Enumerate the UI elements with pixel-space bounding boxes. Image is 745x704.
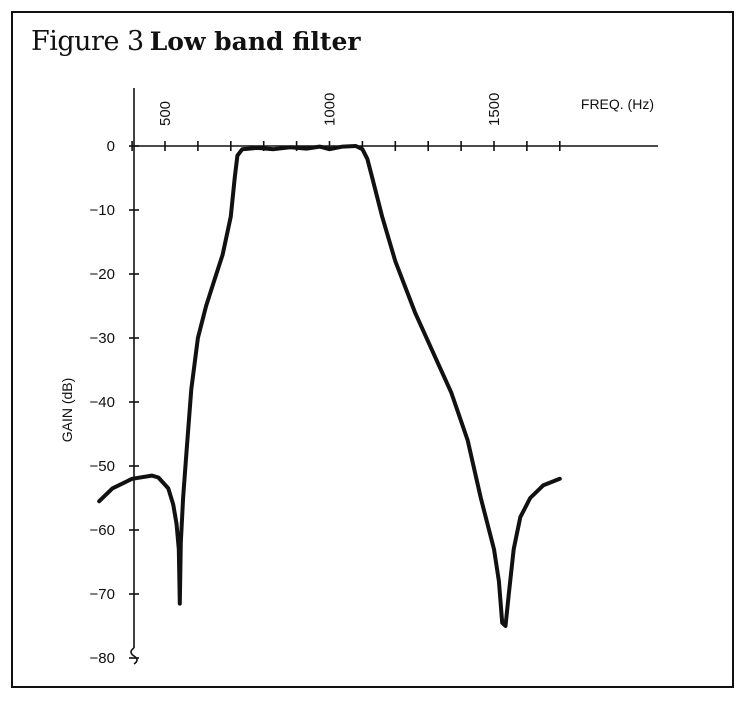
figure-frame [11, 11, 734, 688]
y-tick-label: −10 [90, 202, 115, 219]
ticks [129, 141, 561, 659]
y-tick-label: 0 [107, 138, 115, 155]
x-tick-label: 500 [157, 101, 174, 126]
x-axis-label: FREQ. (Hz) [581, 96, 654, 112]
y-tick-label: −80 [90, 650, 115, 667]
y-tick-label: −70 [90, 586, 115, 603]
y-axis-break [130, 647, 138, 665]
y-tick-label: −40 [90, 394, 115, 411]
figure-title: Figure 3 Low band filter [31, 26, 361, 57]
axes [130, 88, 658, 665]
x-tick-label: 1000 [322, 93, 339, 126]
tick-labels: 500 1000 1500 0 −10 −20 −30 −40 −50 −60 −70 −80 [90, 93, 503, 667]
y-tick-label: −30 [90, 330, 115, 347]
figure-number: Figure 3 [31, 26, 144, 57]
y-tick-label: −50 [90, 458, 115, 475]
y-tick-label: −60 [90, 522, 115, 539]
chart-title: Low band filter [149, 27, 361, 56]
y-tick-label: −20 [90, 266, 115, 283]
y-axis-label: GAIN (dB) [59, 378, 75, 443]
x-tick-label: 1500 [486, 93, 503, 126]
gain-curve [97, 144, 562, 628]
